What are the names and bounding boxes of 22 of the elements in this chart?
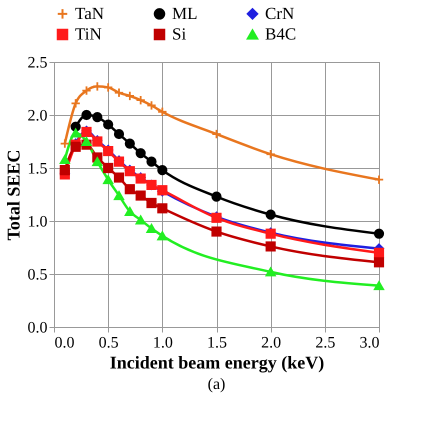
x-tick-label: 1.5 <box>207 334 227 352</box>
x-tick-label: 0.0 <box>54 334 74 352</box>
legend-label: Si <box>172 24 186 44</box>
legend-label: CrN <box>265 4 294 23</box>
legend-label: TiN <box>75 24 102 44</box>
x-tick-label: 2.0 <box>261 334 282 352</box>
legend-label: ML <box>172 4 198 23</box>
text: (a) <box>208 376 226 393</box>
y-axis-title: Total SEEC <box>4 150 24 240</box>
y-tick-label: 0.0 <box>28 320 48 336</box>
legend-label: B4C <box>265 24 296 44</box>
x-tick-label: 2.5 <box>315 334 336 352</box>
x-tick-label: 3.0 <box>360 334 380 352</box>
y-tick-label: 0.5 <box>28 266 48 284</box>
y-tick-label: 2.5 <box>28 54 48 72</box>
x-axis-title: Incident beam energy (keV) <box>110 352 324 372</box>
y-tick-label: 1.5 <box>28 160 48 178</box>
y-tick-label: 2.0 <box>28 108 48 124</box>
x-tick-label: 0.5 <box>98 334 119 352</box>
legend-label: TaN <box>75 4 104 23</box>
x-tick-label: 1.0 <box>152 334 173 352</box>
y-tick-label: 1.0 <box>28 214 48 230</box>
